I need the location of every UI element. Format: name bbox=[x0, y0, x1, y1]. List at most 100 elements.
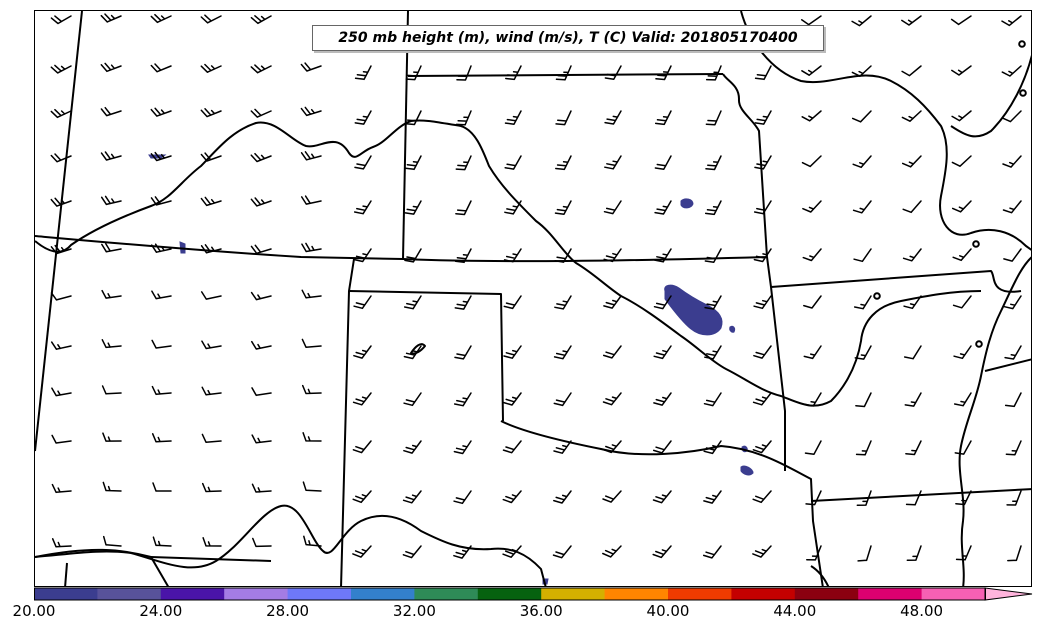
wind-barb bbox=[301, 384, 322, 395]
wind-barb bbox=[151, 339, 172, 349]
wind-barb bbox=[753, 295, 772, 310]
wind-barb bbox=[552, 545, 572, 559]
wind-barb bbox=[602, 440, 622, 454]
wind-barb bbox=[752, 490, 772, 504]
wind-barb bbox=[402, 545, 422, 559]
colorbar-outline bbox=[34, 587, 986, 601]
wind-barb bbox=[455, 110, 472, 126]
shaded-region bbox=[740, 465, 754, 476]
wind-barb bbox=[653, 295, 672, 310]
wind-barb bbox=[804, 440, 822, 455]
wind-barb bbox=[200, 196, 222, 207]
wind-barb bbox=[553, 345, 572, 360]
wind-barb bbox=[502, 490, 522, 504]
river-line bbox=[35, 504, 547, 586]
wind-barb bbox=[704, 345, 722, 360]
wind-barb bbox=[852, 200, 872, 214]
wind-barb bbox=[251, 483, 272, 493]
map-panel: 250 mb height (m), wind (m/s), T (C) Val… bbox=[34, 10, 1032, 587]
state-boundaries bbox=[35, 11, 1031, 586]
wind-barb bbox=[754, 110, 772, 125]
wind-barb bbox=[752, 392, 772, 406]
wind-barb bbox=[252, 537, 272, 548]
boundary-line bbox=[348, 290, 504, 422]
wind-barb bbox=[901, 15, 922, 26]
boundary-line bbox=[402, 11, 409, 260]
wind-barb bbox=[403, 295, 422, 310]
lake-outline bbox=[410, 343, 426, 355]
wind-barb bbox=[903, 295, 922, 310]
boundary-line bbox=[770, 270, 1022, 293]
wind-barb bbox=[454, 345, 472, 360]
wind-barb bbox=[300, 106, 322, 117]
wind-barb bbox=[151, 433, 172, 443]
wind-barb bbox=[51, 483, 72, 494]
wind-barb bbox=[50, 341, 72, 350]
wind-barb bbox=[200, 291, 222, 300]
wind-barb bbox=[50, 108, 72, 119]
colorbar-segments bbox=[34, 588, 986, 600]
wind-barb bbox=[453, 392, 472, 407]
wind-barb bbox=[955, 545, 972, 561]
wind-barb bbox=[302, 481, 322, 492]
wind-barb bbox=[101, 289, 122, 299]
wind-barb bbox=[604, 65, 622, 80]
wind-barb bbox=[903, 345, 922, 360]
wind-barb bbox=[352, 440, 372, 454]
colorbar-tick-label: 28.00 bbox=[266, 602, 310, 620]
colorbar-segment bbox=[414, 588, 479, 600]
wind-barb bbox=[150, 243, 172, 253]
lake-markers bbox=[873, 40, 1027, 348]
wind-barb bbox=[951, 155, 972, 167]
wind-barb bbox=[102, 535, 122, 547]
boundary-line bbox=[766, 256, 786, 471]
wind-barb bbox=[851, 65, 872, 77]
wind-barb bbox=[453, 440, 472, 455]
wind-barb bbox=[857, 545, 872, 562]
wind-barb bbox=[652, 440, 672, 454]
wind-barb bbox=[152, 536, 172, 547]
wind-barb bbox=[51, 434, 72, 444]
wind-barb bbox=[502, 440, 522, 454]
wind-barb bbox=[250, 64, 272, 74]
wind-barb bbox=[801, 155, 822, 168]
wind-barb bbox=[353, 345, 372, 359]
colorbar-ticks: 20.00 24.00 28.00 32.00 36.00 40.00 44.00 48.00 bbox=[0, 601, 1041, 633]
wind-barb bbox=[200, 152, 222, 162]
wind-barb bbox=[404, 155, 422, 171]
wind-barb bbox=[251, 387, 272, 397]
wind-barb bbox=[301, 242, 322, 253]
wind-barb bbox=[652, 490, 672, 504]
wind-barb bbox=[654, 200, 672, 215]
wind-barb bbox=[504, 200, 522, 215]
wind-barb bbox=[102, 481, 122, 492]
wind-barb bbox=[800, 15, 822, 26]
wind-barb bbox=[150, 63, 172, 73]
colorbar-segment bbox=[477, 588, 542, 600]
wind-barb bbox=[802, 248, 822, 262]
wind-barb bbox=[101, 242, 122, 253]
river-line bbox=[810, 565, 830, 586]
wind-barb bbox=[250, 244, 272, 255]
lake-marker bbox=[975, 340, 983, 348]
wind-barb bbox=[653, 392, 672, 406]
temperature-shading bbox=[148, 154, 754, 585]
wind-barb bbox=[1001, 65, 1022, 77]
wind-barb bbox=[250, 15, 272, 25]
wind-barb bbox=[50, 244, 72, 255]
wind-barb bbox=[200, 244, 222, 254]
wind-barb bbox=[454, 248, 472, 264]
wind-barb bbox=[801, 110, 822, 122]
wind-barb bbox=[200, 14, 222, 24]
wind-barb bbox=[905, 440, 922, 456]
wind-barb bbox=[752, 440, 772, 454]
wind-barb bbox=[454, 295, 472, 310]
boundary-line bbox=[35, 548, 169, 586]
wind-barb bbox=[753, 200, 772, 215]
colorbar-segment bbox=[921, 588, 986, 600]
wind-barb bbox=[856, 490, 872, 506]
colorbar-segment bbox=[604, 588, 669, 600]
wind-barb bbox=[1001, 15, 1022, 27]
wind-barb bbox=[754, 155, 772, 170]
wind-barb bbox=[951, 200, 972, 213]
